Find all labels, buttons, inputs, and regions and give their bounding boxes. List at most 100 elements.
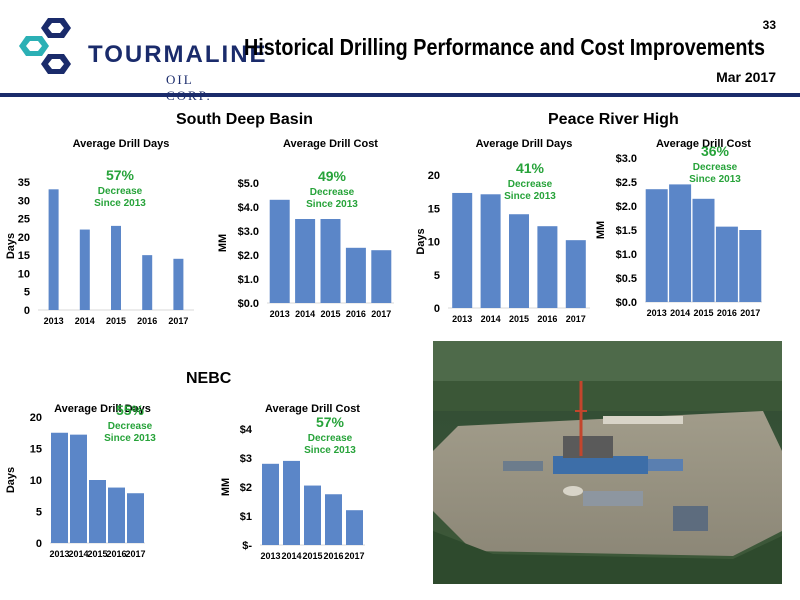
header-divider [0, 93, 800, 97]
x-tick-label: 2016 [137, 316, 157, 326]
logo-wordmark: TOURMALINE [88, 41, 268, 68]
y-tick-label: 20 [18, 232, 30, 244]
chart-title: Average Drill Days [73, 138, 170, 150]
bar-2015 [89, 480, 106, 543]
x-tick-label: 2014 [295, 309, 315, 319]
y-tick-label: $5.0 [238, 178, 259, 190]
y-tick-label: $2.0 [616, 201, 637, 213]
bar-2015 [509, 214, 529, 308]
x-tick-label: 2017 [125, 549, 145, 559]
x-tick-label: 2015 [509, 314, 529, 324]
bar-2014 [70, 434, 87, 543]
since-year-label: Since 2013 [104, 433, 156, 444]
x-tick-label: 2016 [106, 549, 126, 559]
section-title-south-deep-basin: South Deep Basin [176, 111, 313, 128]
y-tick-label: $2.5 [616, 177, 637, 189]
y-axis-label: MM [595, 221, 607, 239]
bar-2016 [325, 494, 342, 545]
y-tick-label: 30 [18, 195, 30, 207]
y-tick-label: 10 [18, 268, 30, 280]
bar-2016 [142, 255, 153, 310]
since-year-label: Since 2013 [306, 199, 358, 210]
x-tick-label: 2017 [168, 316, 188, 326]
decrease-percent: 49% [318, 168, 347, 184]
slide-title: Historical Drilling Performance and Cost… [244, 34, 766, 60]
x-tick-label: 2017 [740, 308, 760, 318]
decrease-label: Decrease [108, 421, 153, 432]
y-tick-label: $- [242, 540, 252, 552]
x-tick-label: 2015 [302, 551, 322, 561]
x-tick-label: 2013 [49, 549, 69, 559]
y-tick-label: 15 [428, 203, 440, 215]
y-tick-label: $3.0 [616, 153, 637, 165]
since-year-label: Since 2013 [94, 198, 146, 209]
slide-date: Mar 2017 [716, 69, 776, 85]
decrease-label: Decrease [508, 179, 553, 190]
bar-2013 [48, 189, 59, 310]
bar-2013 [51, 432, 68, 543]
chart-sdb-drill-cost: Average Drill Cost MM $0.0 $1.0 $2.0 $3.0 $4.0… [217, 138, 394, 319]
y-tick-label: $2.0 [238, 250, 259, 262]
bar-2017 [346, 510, 363, 545]
y-tick-label: $4.0 [238, 202, 259, 214]
bar-2017 [127, 493, 144, 543]
bar-2016 [537, 226, 558, 308]
decrease-percent: 57% [106, 167, 135, 183]
x-tick-label: 2017 [371, 309, 391, 319]
y-tick-label: $0.5 [616, 273, 637, 285]
bar-2014 [295, 219, 316, 303]
x-tick-label: 2015 [106, 316, 126, 326]
chart-prh-drill-cost: Average Drill Cost MM $0.0 $0.5 $1.0 $1.5 $2.0… [595, 138, 762, 318]
bar-2017 [739, 230, 762, 302]
x-tick-label: 2014 [670, 308, 690, 318]
bar-2015 [304, 485, 321, 545]
bar-2014 [480, 194, 501, 308]
y-tick-label: 0 [434, 303, 440, 315]
company-logo: TOURMALINE OIL CORP. [18, 14, 266, 103]
x-tick-label: 2016 [717, 308, 737, 318]
y-tick-label: 10 [428, 237, 440, 249]
chart-title: Average Drill Days [54, 403, 151, 415]
y-tick-label: $1.5 [616, 225, 637, 237]
bar-2014 [283, 460, 300, 545]
chart-title: Average Drill Cost [265, 403, 360, 415]
x-tick-label: 2013 [647, 308, 667, 318]
bar-2015 [320, 219, 341, 303]
section-title-peace-river-high: Peace River High [548, 111, 679, 128]
since-year-label: Since 2013 [304, 445, 356, 456]
x-tick-label: 2017 [566, 314, 586, 324]
y-tick-label: 25 [18, 214, 30, 226]
logo-hexagons-icon [19, 18, 71, 74]
bar-2015 [111, 225, 121, 310]
y-tick-label: 20 [428, 170, 440, 182]
x-tick-label: 2015 [320, 309, 340, 319]
chart-prh-drill-days: Average Drill Days Days 0 5 10 15 20 2013 2014 20… [415, 138, 590, 324]
bar-2014 [669, 184, 692, 302]
since-year-label: Since 2013 [689, 174, 741, 185]
x-tick-label: 2016 [323, 551, 343, 561]
bar-2017 [371, 250, 392, 303]
x-tick-label: 2014 [68, 549, 88, 559]
y-axis-label: Days [5, 233, 17, 259]
bar-2017 [565, 240, 586, 308]
x-tick-label: 2015 [693, 308, 713, 318]
decrease-percent: 36% [701, 143, 730, 159]
y-axis-label: Days [415, 228, 427, 254]
y-tick-label: 5 [36, 507, 42, 519]
y-tick-label: 0 [24, 305, 30, 317]
decrease-label: Decrease [693, 162, 738, 173]
x-tick-label: 2013 [270, 309, 290, 319]
y-tick-label: $1.0 [616, 249, 637, 261]
bar-2015 [692, 198, 715, 302]
y-tick-label: $3.0 [238, 226, 259, 238]
x-tick-label: 2016 [346, 309, 366, 319]
decrease-label: Decrease [310, 187, 355, 198]
decrease-percent: 55% [116, 402, 145, 418]
x-tick-label: 2014 [281, 551, 301, 561]
y-axis-label: MM [217, 234, 229, 252]
y-tick-label: 5 [434, 270, 440, 282]
y-tick-label: $0.0 [238, 298, 259, 310]
bar-2013 [269, 199, 290, 303]
bar-2017 [173, 258, 184, 310]
